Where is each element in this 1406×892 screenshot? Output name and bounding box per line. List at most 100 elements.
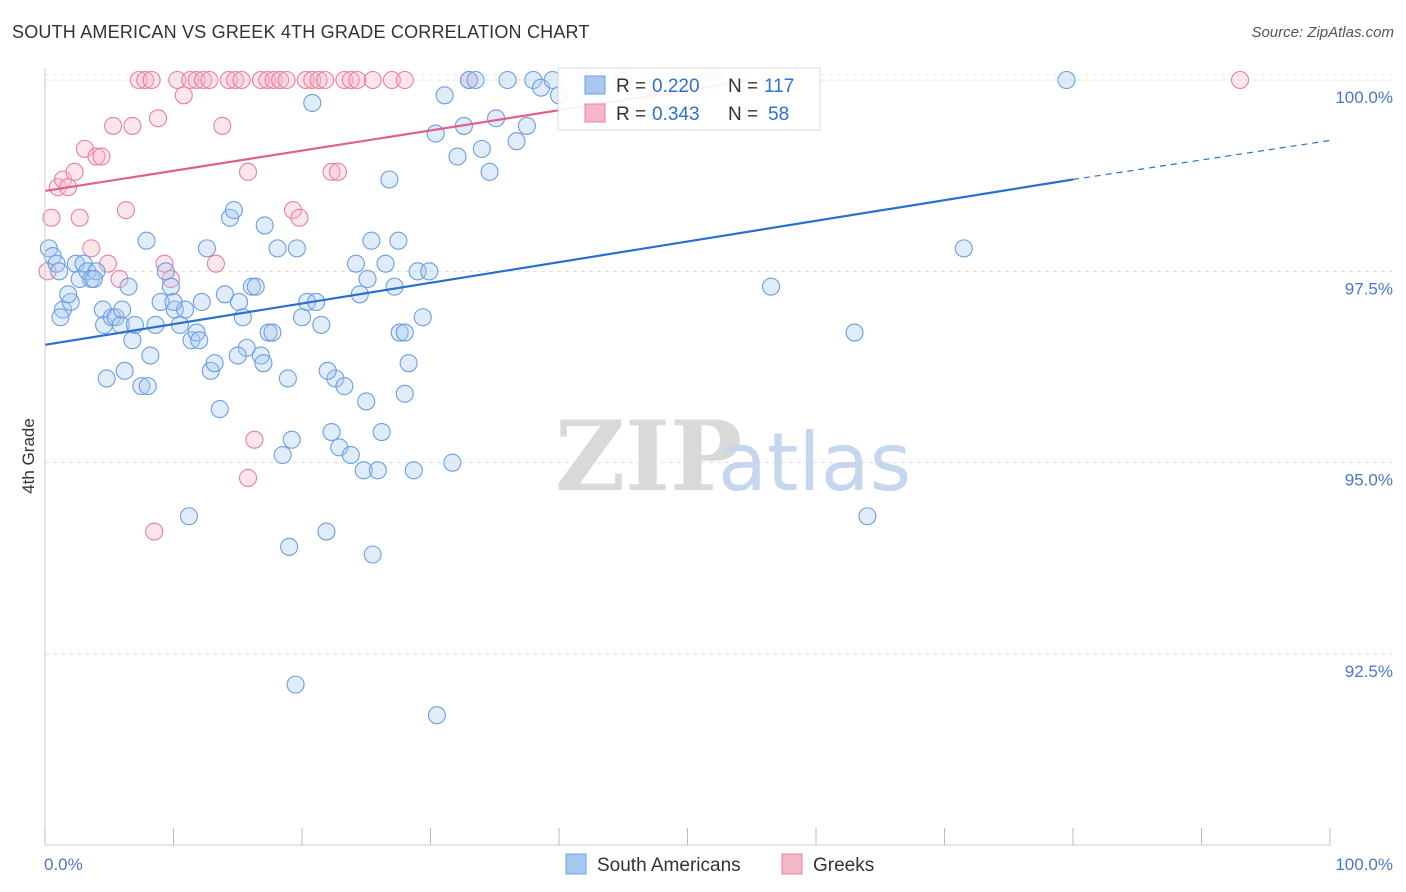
point-south-american bbox=[123, 331, 142, 350]
point-greek bbox=[309, 70, 328, 90]
point-south-american bbox=[346, 254, 366, 273]
point-greek bbox=[116, 201, 136, 220]
point-south-american bbox=[192, 292, 211, 311]
point-south-american bbox=[341, 445, 360, 465]
point-south-american bbox=[292, 308, 312, 327]
point-south-american bbox=[389, 231, 408, 250]
point-south-american bbox=[146, 315, 165, 334]
point-greek bbox=[348, 70, 367, 90]
legend-r-value-1: 0.220 bbox=[652, 76, 700, 97]
point-greek bbox=[174, 86, 193, 105]
point-south-american bbox=[443, 453, 462, 472]
bottom-legend-greeks: Greeks bbox=[813, 855, 874, 876]
grid-layer bbox=[45, 74, 1392, 655]
point-greek bbox=[296, 70, 315, 90]
point-greek bbox=[277, 70, 296, 90]
point-greek bbox=[145, 522, 164, 541]
point-south-american bbox=[84, 269, 103, 289]
point-south-american bbox=[498, 70, 517, 90]
point-south-american bbox=[282, 430, 301, 449]
point-south-american bbox=[524, 70, 543, 90]
point-south-american bbox=[280, 537, 299, 556]
watermark: ZIP atlas bbox=[555, 400, 911, 513]
point-south-american bbox=[113, 300, 132, 319]
point-south-american bbox=[156, 262, 175, 281]
point-south-american bbox=[246, 277, 265, 296]
point-south-american bbox=[303, 93, 322, 113]
points-greeks bbox=[38, 70, 1250, 541]
point-south-american bbox=[119, 277, 138, 296]
point-south-american bbox=[399, 354, 418, 373]
point-greek bbox=[70, 208, 89, 227]
bottom-legend-swatch-pink bbox=[781, 853, 803, 875]
point-south-american bbox=[50, 262, 69, 281]
point-greek bbox=[238, 468, 258, 488]
point-south-american bbox=[427, 706, 446, 725]
point-south-american bbox=[115, 361, 134, 380]
point-greek bbox=[251, 70, 270, 90]
legend-box: R = 0.220 N = 117 R = 0.343 N = 58 bbox=[557, 67, 821, 131]
point-south-american bbox=[363, 545, 382, 564]
point-greek bbox=[206, 254, 225, 273]
point-greek bbox=[136, 70, 155, 90]
point-south-american bbox=[318, 361, 337, 380]
point-greek bbox=[264, 70, 283, 90]
chart-source: Source: ZipAtlas.com bbox=[1251, 24, 1394, 41]
legend-n-value-1: 117 bbox=[764, 76, 794, 97]
point-greek bbox=[82, 239, 101, 258]
point-south-american bbox=[448, 147, 467, 166]
point-south-american bbox=[205, 354, 224, 373]
point-south-american bbox=[404, 461, 423, 480]
y-tick-label: 95.0% bbox=[1345, 471, 1393, 490]
y-axis-title: 4th Grade bbox=[19, 418, 38, 494]
point-south-american bbox=[395, 323, 414, 342]
legend-n-label-2: N = bbox=[728, 104, 758, 125]
point-greek bbox=[87, 147, 106, 166]
legend-n-label-1: N = bbox=[728, 76, 758, 97]
point-greek bbox=[335, 70, 354, 90]
point-greek bbox=[271, 70, 290, 90]
point-south-american bbox=[507, 132, 526, 151]
point-south-american bbox=[151, 292, 170, 311]
legend-r-value-2: 0.343 bbox=[652, 104, 700, 125]
point-south-american bbox=[472, 139, 491, 158]
point-greek bbox=[142, 70, 161, 90]
point-south-american bbox=[322, 423, 341, 442]
point-south-american bbox=[259, 323, 278, 342]
point-greek bbox=[219, 70, 238, 90]
point-south-american bbox=[141, 346, 160, 365]
legend-swatch-blue bbox=[584, 75, 606, 95]
point-south-american bbox=[368, 461, 387, 480]
point-south-american bbox=[372, 423, 391, 442]
point-south-american bbox=[242, 277, 261, 296]
point-south-american bbox=[278, 369, 297, 388]
point-greek bbox=[290, 208, 309, 227]
legend-r-label-2: R = bbox=[616, 104, 646, 125]
bottom-legend: South Americans Greeks bbox=[565, 853, 874, 876]
point-south-american bbox=[51, 308, 70, 327]
point-greek bbox=[382, 70, 402, 90]
point-greek bbox=[363, 70, 382, 90]
point-south-american bbox=[312, 315, 331, 334]
point-south-american bbox=[273, 445, 292, 465]
point-greek bbox=[155, 254, 174, 273]
point-south-american bbox=[466, 70, 485, 90]
point-greek bbox=[149, 109, 168, 128]
point-south-american bbox=[286, 675, 305, 694]
point-south-american bbox=[224, 201, 243, 220]
point-south-american bbox=[317, 522, 336, 541]
point-greek bbox=[316, 70, 335, 90]
point-greek bbox=[245, 430, 264, 449]
bottom-legend-south-americans: South Americans bbox=[597, 855, 741, 876]
point-greek bbox=[258, 70, 277, 90]
point-south-american bbox=[358, 269, 377, 289]
points-south-americans bbox=[39, 70, 1076, 725]
bottom-legend-swatch-blue bbox=[565, 853, 587, 875]
point-greek bbox=[226, 70, 245, 90]
point-south-american bbox=[390, 323, 409, 342]
point-south-american bbox=[164, 292, 183, 311]
point-south-american bbox=[380, 170, 399, 189]
point-south-american bbox=[263, 323, 282, 342]
point-south-american bbox=[161, 277, 180, 296]
